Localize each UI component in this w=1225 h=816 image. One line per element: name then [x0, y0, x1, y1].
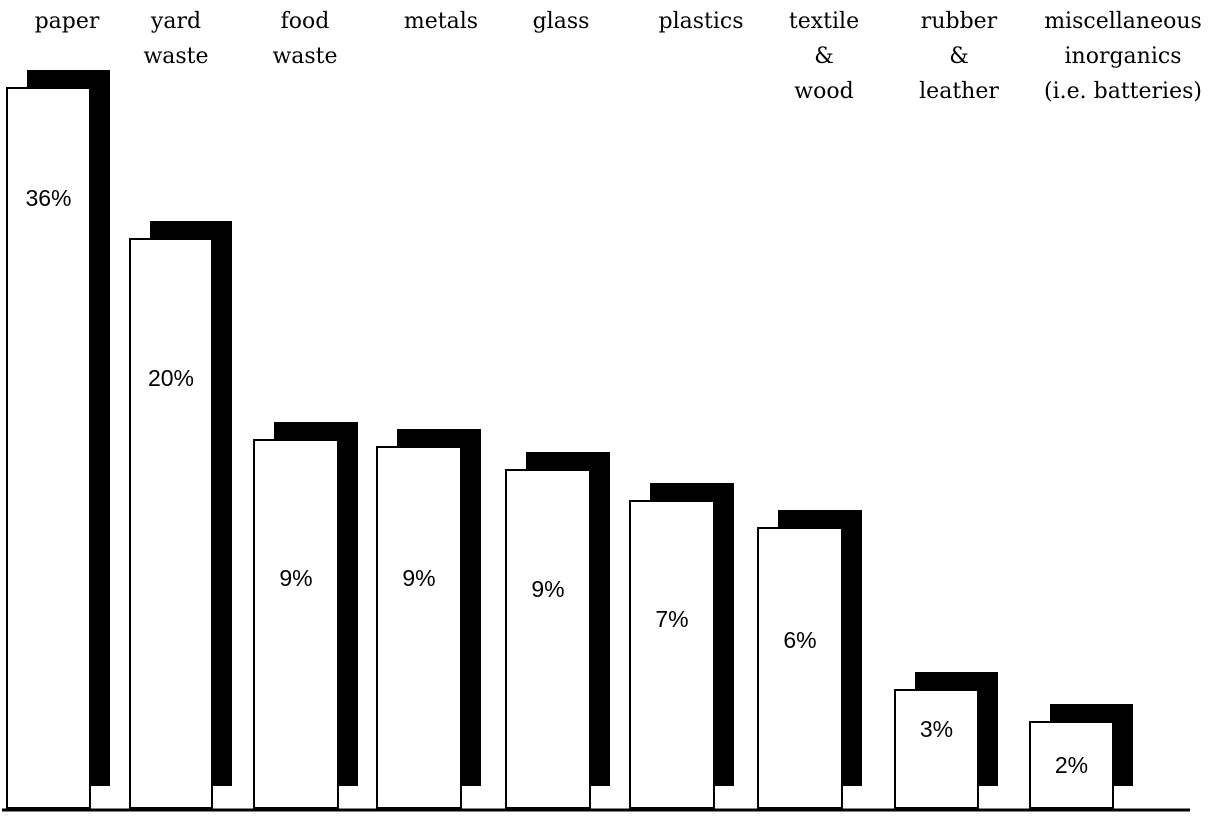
bar: 36% [6, 70, 110, 809]
bar: 7% [629, 483, 734, 809]
data-label: 9% [531, 576, 564, 602]
category-label: paper [35, 9, 100, 34]
category-label: glass [533, 9, 590, 34]
category-labels-group: paper yard waste food waste metals glass plasti… [35, 9, 1202, 104]
category-label: textile & wood [789, 9, 859, 104]
data-label: 9% [402, 565, 435, 591]
bar-face [129, 238, 213, 809]
bar: 6% [757, 510, 862, 809]
bar: 9% [376, 429, 481, 809]
bar-face [505, 469, 591, 809]
bar-face [1029, 721, 1114, 809]
category-label: plastics [658, 9, 743, 34]
data-label: 3% [920, 716, 953, 742]
data-label: 2% [1055, 752, 1088, 778]
data-label: 6% [783, 627, 816, 653]
category-label: yard waste [143, 9, 208, 69]
category-label: metals [404, 9, 478, 34]
bar: 20% [129, 221, 232, 809]
data-label: 9% [279, 565, 312, 591]
bar-face [376, 446, 462, 809]
data-label: 20% [148, 365, 194, 391]
bar: 2% [1029, 704, 1133, 809]
bar: 9% [253, 422, 358, 809]
bar-face [253, 439, 339, 809]
category-label: food waste [272, 9, 337, 69]
bars-group: 36% 20% 9% 9% 9% 7% 6% 3% 2% [6, 70, 1133, 809]
data-label: 7% [655, 606, 688, 632]
category-label: miscellaneous inorganics (i.e. batteries) [1044, 9, 1202, 104]
data-label: 36% [25, 185, 71, 211]
bar-face [894, 689, 979, 809]
bar: 9% [505, 452, 610, 809]
bar-face [629, 500, 715, 809]
bar-face [757, 527, 843, 809]
category-label: rubber & leather [919, 9, 999, 104]
bar-face [6, 87, 91, 809]
bar: 3% [894, 672, 998, 809]
